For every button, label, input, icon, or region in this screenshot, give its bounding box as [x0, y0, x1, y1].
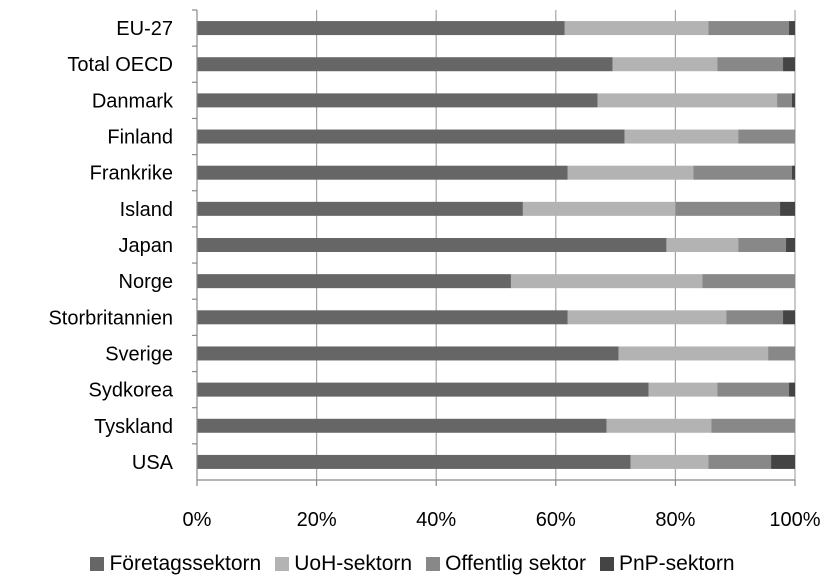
axes	[196, 10, 795, 481]
bar-group	[197, 21, 795, 469]
x-tick-label: 80%	[655, 509, 695, 531]
category-label: Total OECD	[67, 54, 173, 76]
bar-segment	[197, 165, 568, 180]
bar-segment	[197, 93, 598, 108]
bar-segment	[606, 418, 712, 433]
legend-item: Offentlig sektor	[426, 552, 586, 576]
legend-swatch	[599, 557, 614, 571]
bar-segment	[197, 21, 565, 36]
bar-segment	[789, 382, 795, 397]
legend: Företagssektorn UoH-sektorn Offentlig sekt…	[0, 552, 825, 576]
bar-segment	[522, 201, 676, 216]
category-label: EU-27	[116, 18, 173, 40]
bar-segment	[708, 21, 790, 36]
bar-segment	[726, 310, 784, 325]
legend-swatch	[426, 557, 441, 571]
bar-segment	[597, 93, 778, 108]
bar-segment	[197, 454, 631, 469]
bar-segment	[717, 382, 790, 397]
category-label: Sydkorea	[89, 380, 174, 402]
category-label: Storbritannien	[48, 307, 173, 329]
bar-segment	[789, 21, 795, 36]
stacked-bar-chart: EU-27 Total OECD Danmark Finland Frankrike Is…	[48, 9, 821, 531]
legend-item: Företagssektorn	[90, 552, 261, 576]
bar-segment	[786, 238, 795, 252]
bar-segment	[197, 382, 649, 397]
bar-segment	[624, 129, 739, 144]
legend-item: UoH-sektorn	[275, 552, 412, 576]
legend-label: UoH-sektorn	[294, 552, 413, 575]
bar-segment	[197, 238, 667, 252]
legend-swatch	[275, 557, 290, 571]
bar-segment	[711, 418, 795, 433]
x-tick-label: 100%	[769, 509, 820, 531]
bar-segment	[702, 274, 795, 289]
bar-segment	[630, 454, 709, 469]
bar-segment	[708, 454, 772, 469]
legend-label: Företagssektorn	[109, 552, 262, 575]
x-tick-labels: 0% 20% 40% 60% 80% 100%	[183, 509, 821, 531]
legend-item: PnP-sektorn	[599, 552, 735, 576]
bar-segment	[648, 382, 718, 397]
bar-segment	[567, 165, 694, 180]
bar-segment	[792, 165, 795, 180]
x-tick-label: 0%	[183, 509, 212, 531]
x-tick-label: 40%	[416, 509, 456, 531]
bar-segment	[618, 346, 769, 361]
bar-segment	[783, 310, 795, 325]
category-label: Norge	[119, 271, 173, 293]
legend-swatch	[90, 557, 105, 571]
bar-segment	[780, 201, 795, 216]
category-label: Frankrike	[90, 163, 173, 185]
category-labels: EU-27 Total OECD Danmark Finland Frankrike Is…	[48, 18, 174, 474]
bar-segment	[666, 238, 739, 252]
bar-segment	[197, 57, 613, 72]
bar-segment	[564, 21, 709, 36]
bar-segment	[510, 274, 703, 289]
bar-segment	[197, 201, 523, 216]
bar-segment	[738, 238, 787, 252]
legend-label: Offentlig sektor	[445, 552, 586, 575]
x-tick-label: 60%	[536, 509, 576, 531]
bar-segment	[197, 310, 568, 325]
bar-segment	[768, 346, 795, 361]
bar-segment	[777, 93, 793, 108]
legend-label: PnP-sektorn	[618, 552, 735, 575]
bar-segment	[717, 57, 784, 72]
bar-segment	[567, 310, 727, 325]
category-label: Tyskland	[94, 416, 173, 438]
bar-segment	[738, 129, 795, 144]
category-label: USA	[132, 452, 174, 474]
x-tick-label: 20%	[297, 509, 337, 531]
bar-segment	[197, 274, 511, 289]
category-label: Sverige	[105, 343, 173, 365]
bar-segment	[197, 129, 625, 144]
bar-segment	[783, 57, 795, 72]
category-label: Island	[120, 199, 173, 221]
bar-segment	[792, 93, 795, 108]
category-label: Danmark	[92, 90, 174, 112]
category-label: Finland	[107, 127, 173, 149]
bar-segment	[675, 201, 781, 216]
bar-segment	[771, 454, 795, 469]
bar-segment	[197, 418, 607, 433]
bar-segment	[197, 346, 619, 361]
category-label: Japan	[119, 235, 174, 257]
bar-segment	[612, 57, 718, 72]
bar-segment	[693, 165, 793, 180]
